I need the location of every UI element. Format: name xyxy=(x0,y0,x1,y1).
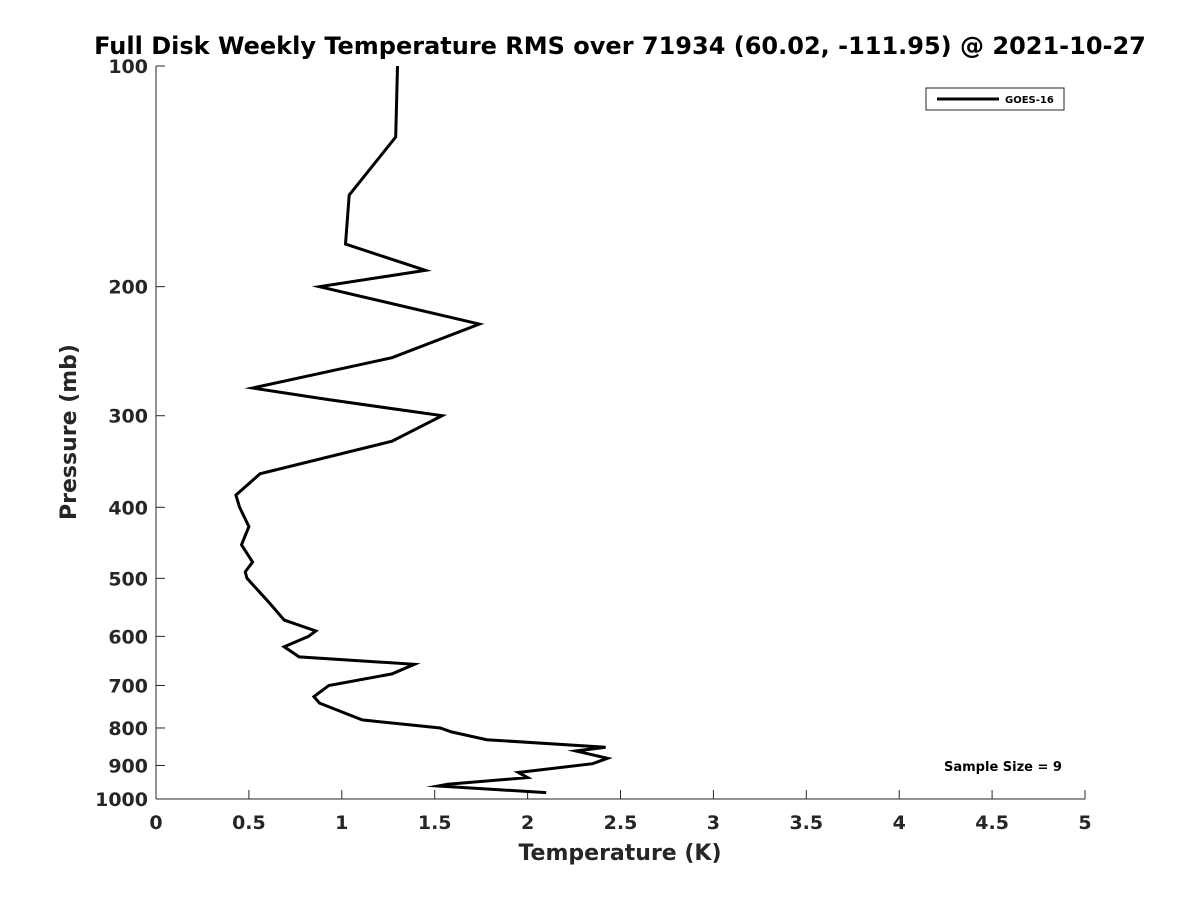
x-tick-label: 2.5 xyxy=(604,812,638,834)
x-axis-label: Temperature (K) xyxy=(518,841,721,866)
y-tick-label: 800 xyxy=(108,718,148,740)
x-tick-label: 5 xyxy=(1078,812,1091,834)
x-tick-label: 1 xyxy=(335,812,348,834)
x-axis-ticks: 0 0.5 1 1.5 2 2.5 3 3.5 4 4.5 5 xyxy=(149,790,1092,834)
series-line-goes-16 xyxy=(234,65,613,795)
plot-axes xyxy=(155,66,1085,800)
x-tick-label: 3 xyxy=(707,812,720,834)
y-axis-ticks: 100 200 300 400 500 600 700 800 900 1000 xyxy=(95,56,165,811)
y-tick-label: 200 xyxy=(108,277,148,299)
x-tick-label: 4.5 xyxy=(975,812,1009,834)
series-layer xyxy=(234,65,613,795)
x-tick-label: 1.5 xyxy=(418,812,452,834)
y-tick-label: 600 xyxy=(108,626,148,648)
y-tick-label: 900 xyxy=(108,755,148,777)
y-tick-label: 500 xyxy=(108,568,148,590)
y-tick-label: 100 xyxy=(108,56,148,78)
x-tick-label: 2 xyxy=(521,812,534,834)
x-tick-label: 0 xyxy=(149,812,162,834)
x-tick-label: 4 xyxy=(893,812,906,834)
chart-title: Full Disk Weekly Temperature RMS over 71… xyxy=(94,32,1146,60)
y-tick-label: 1000 xyxy=(95,789,148,811)
legend: GOES-16 xyxy=(925,87,1065,111)
y-tick-label: 400 xyxy=(108,497,148,519)
x-tick-label: 3.5 xyxy=(789,812,823,834)
legend-label-goes-16: GOES-16 xyxy=(1005,95,1054,106)
y-tick-label: 700 xyxy=(108,675,148,697)
sample-size-annotation: Sample Size = 9 xyxy=(944,760,1062,775)
y-axis-label: Pressure (mb) xyxy=(57,344,82,520)
y-tick-label: 300 xyxy=(108,406,148,428)
x-tick-label: 0.5 xyxy=(232,812,266,834)
